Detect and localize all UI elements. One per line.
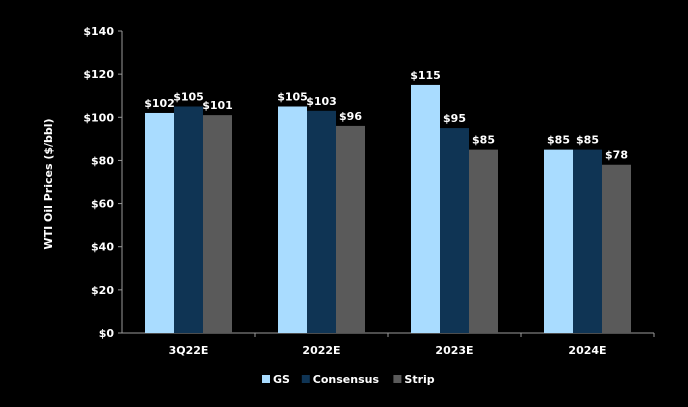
x-tick-label: 2024E [568,344,606,357]
data-label: $105 [173,91,204,104]
data-label: $105 [277,91,308,104]
bar-consensus-2022e [307,110,336,333]
y-tick-label: $20 [91,284,114,297]
legend-label-strip: Strip [404,373,434,386]
y-tick-label: $60 [91,198,114,211]
legend-swatch-gs [262,375,270,383]
legend-label-gs: GS [273,373,290,386]
legend-label-consensus: Consensus [313,373,380,386]
y-tick-label: $0 [99,327,115,340]
y-tick-label: $100 [83,111,114,124]
data-label: $95 [443,112,466,125]
data-label: $103 [306,95,337,108]
bar-consensus-2023e [440,128,469,333]
y-tick-label: $140 [83,25,114,38]
y-tick-label: $120 [83,68,114,81]
data-label: $101 [202,99,233,112]
x-tick-label: 2022E [302,344,340,357]
y-tick-label: $40 [91,241,114,254]
data-label: $115 [410,69,441,82]
x-tick-label: 3Q22E [169,344,209,357]
data-label: $102 [144,97,175,110]
legend-swatch-consensus [301,375,310,383]
bar-gs-2024e [544,149,573,333]
bar-consensus-3q22e [174,106,203,333]
bar-gs-2022e [278,106,307,333]
legend-swatch-strip [393,375,402,383]
data-label: $78 [605,149,628,162]
data-label: $85 [576,134,599,147]
y-tick-label: $80 [91,154,114,167]
data-label: $85 [547,134,570,147]
bar-strip-2023e [469,149,498,333]
y-axis-label: WTI Oil Prices ($/bbl) [42,118,55,249]
bar-strip-2024e [602,164,631,333]
x-tick-label: 2023E [435,344,473,357]
bar-strip-2022e [336,125,365,334]
bar-gs-2023e [411,84,440,333]
bar-gs-3q22e [145,112,174,333]
bar-consensus-2024e [573,149,602,333]
data-label: $96 [339,110,362,123]
bar-strip-3q22e [203,115,232,333]
data-label: $85 [472,134,495,147]
